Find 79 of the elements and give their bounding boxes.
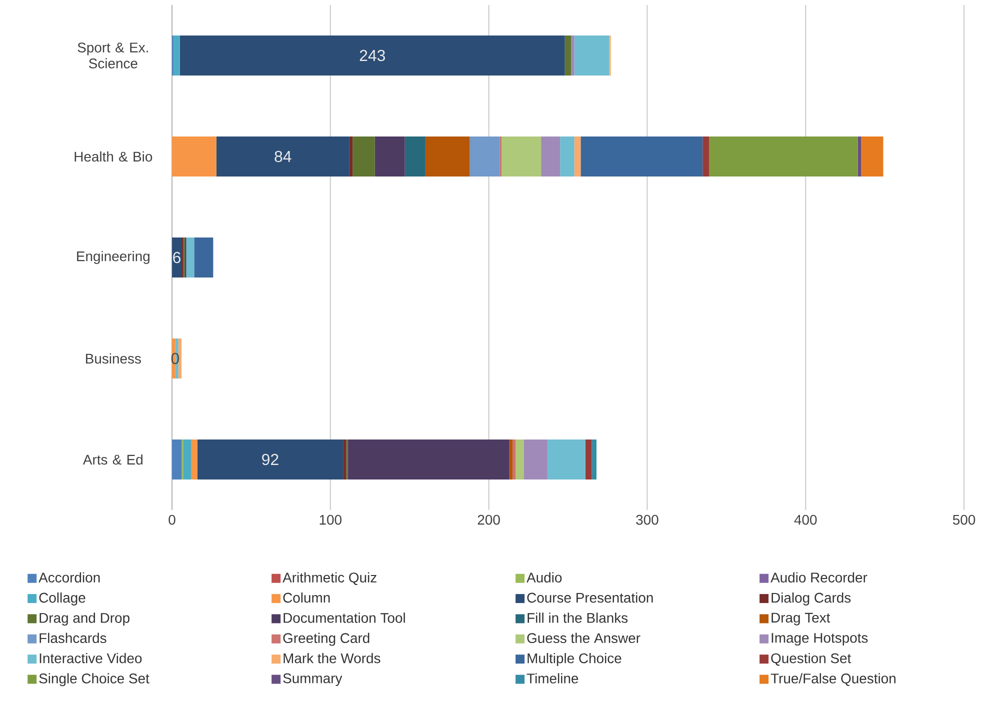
legend-label: Interactive Video — [40, 652, 142, 664]
legend-label: Image Hotspots — [772, 633, 868, 646]
bar — [564, 35, 572, 76]
legend-label: Summary — [283, 673, 342, 686]
bar — [172, 136, 216, 176]
bar — [861, 136, 884, 176]
x-tick-label: 500 — [952, 514, 976, 525]
legend-label: Collage — [39, 592, 86, 606]
bar — [524, 440, 548, 480]
legend-label: Guess the Answer — [527, 632, 640, 644]
legend-label: Dialog Cards — [772, 592, 851, 606]
bar — [191, 440, 198, 480]
legend-label: Timeline — [526, 673, 578, 684]
legend-label: Fill in the Blanks — [528, 612, 628, 623]
bar — [349, 136, 353, 176]
bar — [404, 136, 426, 176]
x-tick-label: 0 — [168, 514, 176, 525]
bar — [470, 136, 500, 176]
data-label: 243 — [360, 50, 385, 62]
bar — [172, 440, 182, 480]
bar — [547, 440, 586, 480]
bar — [571, 35, 574, 76]
bar — [541, 136, 560, 176]
bar — [348, 440, 510, 480]
bar — [580, 136, 703, 176]
legend-label: Drag Text — [772, 612, 830, 626]
bar — [512, 440, 516, 480]
bar — [343, 440, 346, 480]
bar — [352, 136, 375, 176]
bar — [183, 440, 192, 480]
legend-label: Question Set — [771, 652, 852, 666]
legend-label: Multiple Choice — [528, 652, 622, 666]
x-tick-label: 400 — [794, 514, 817, 525]
data-label: 0 — [171, 352, 179, 364]
bar — [178, 338, 182, 378]
legend-label: Column — [283, 592, 330, 603]
bar — [516, 440, 524, 480]
bar — [574, 136, 581, 176]
bar — [708, 136, 858, 176]
legend-label: Flashcards — [40, 632, 106, 644]
legend-label: Greeting Card — [283, 632, 370, 646]
bar — [194, 238, 214, 278]
data-label: 6 — [173, 252, 180, 264]
y-tick-label: Arts & Ed — [82, 454, 142, 465]
data-label: 92 — [262, 454, 278, 466]
legend-label: Audio Recorder — [770, 572, 868, 583]
x-tick-label: 300 — [636, 514, 658, 525]
bar — [560, 136, 574, 176]
bar — [574, 35, 610, 76]
bar — [174, 35, 180, 76]
legend-label: Course Presentation — [527, 592, 653, 603]
y-tick-label: Engineering — [77, 250, 150, 264]
bar — [186, 238, 194, 278]
bar — [180, 35, 565, 76]
bar — [858, 136, 862, 176]
y-tick-label: Business — [86, 353, 141, 364]
bar — [702, 136, 709, 176]
data-label: 84 — [274, 150, 292, 162]
legend-label: Drag and Drop — [40, 612, 130, 626]
legend-label: Single Choice Set — [39, 673, 150, 686]
x-tick-label: 200 — [478, 514, 500, 525]
bar — [197, 440, 344, 480]
legend-label: True/False Question — [770, 673, 896, 686]
legend-label: Mark the Words — [284, 652, 380, 664]
x-tick-label: 100 — [320, 514, 342, 525]
bar — [592, 440, 597, 480]
bar — [172, 238, 182, 278]
bar — [425, 136, 470, 176]
bar — [501, 136, 542, 176]
legend-label: Audio — [526, 572, 562, 583]
y-tick-label: Sport & Ex. Science — [78, 42, 148, 68]
legend-label: Accordion — [38, 572, 100, 583]
bar — [509, 440, 513, 480]
legend-label: Documentation Tool — [284, 612, 405, 623]
bar — [585, 440, 592, 480]
bar — [374, 136, 405, 176]
legend-label: Arithmetic Quiz — [282, 572, 376, 586]
bar — [216, 136, 350, 176]
y-tick-label: Health & Bio — [74, 151, 152, 162]
